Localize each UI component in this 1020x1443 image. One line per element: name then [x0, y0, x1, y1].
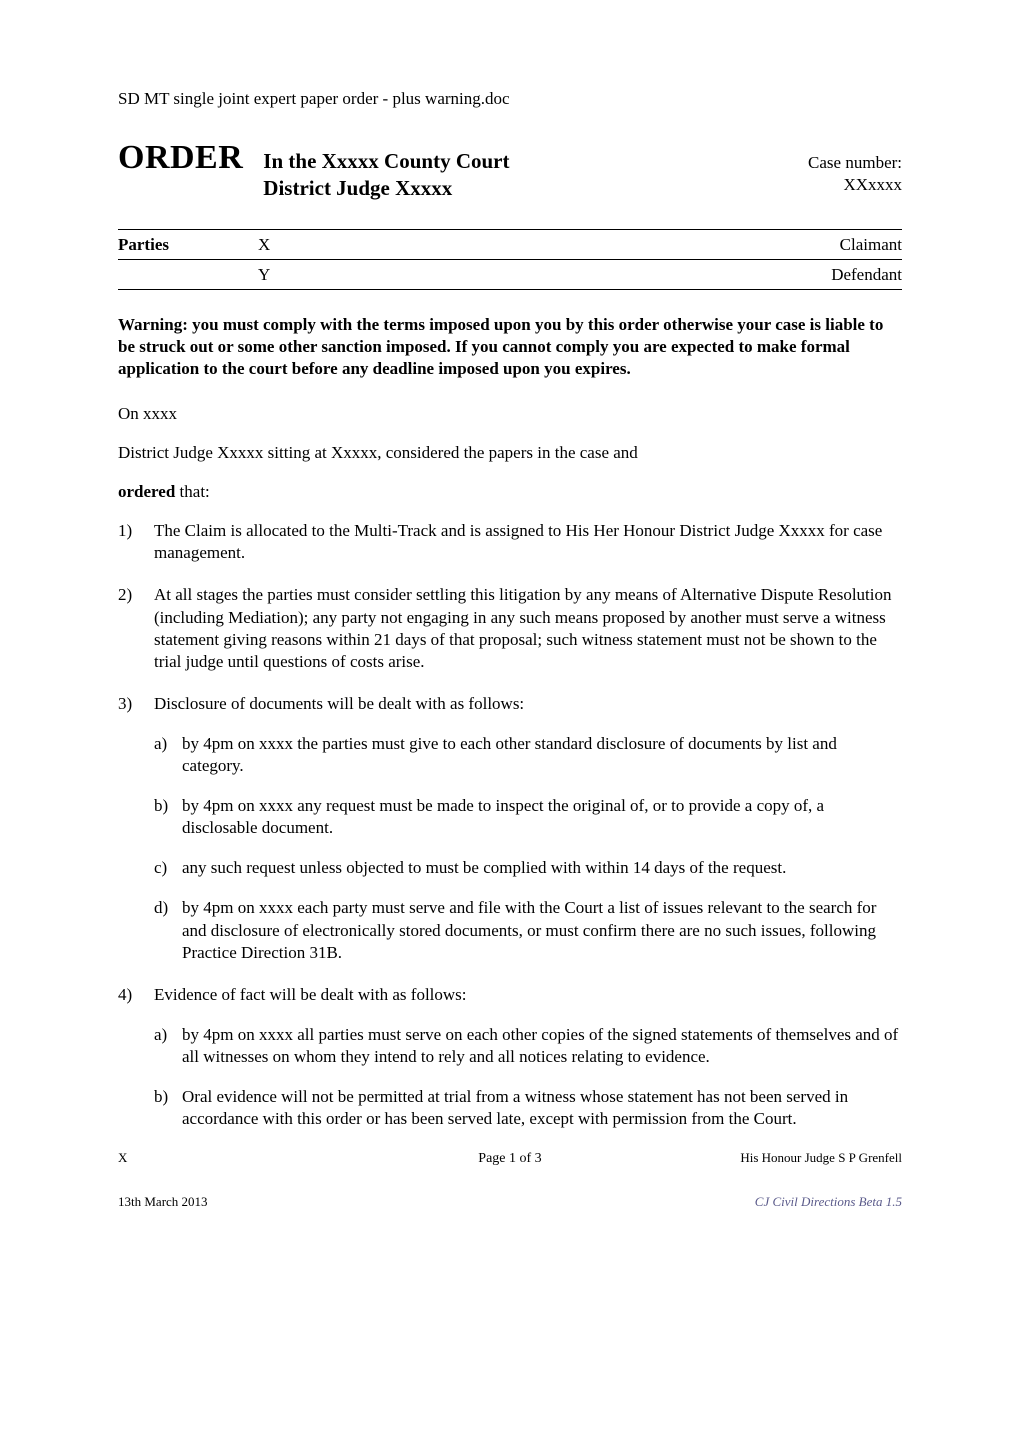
sub-list: by 4pm on xxxx all parties must serve on…	[154, 1024, 902, 1130]
ordered-list: The Claim is allocated to the Multi-Trac…	[118, 520, 902, 1130]
order-left: ORDER In the Xxxxx County Court District…	[118, 137, 509, 201]
parties-label: Parties	[118, 229, 258, 259]
list-item: any such request unless objected to must…	[154, 857, 902, 879]
footer-date: 13th March 2013	[118, 1194, 208, 1210]
considered-line: District Judge Xxxxx sitting at Xxxxx, c…	[118, 442, 902, 463]
item-lead: Disclosure of documents will be dealt wi…	[154, 694, 524, 713]
party-code: X	[258, 229, 722, 259]
footer-page: Page 1 of 3	[478, 1150, 541, 1168]
sub-list: by 4pm on xxxx the parties must give to …	[154, 733, 902, 964]
list-item: Evidence of fact will be dealt with as f…	[118, 984, 902, 1130]
warning-paragraph: Warning: you must comply with the terms …	[118, 314, 902, 380]
on-date-line: On xxxx	[118, 403, 902, 424]
list-item: by 4pm on xxxx all parties must serve on…	[154, 1024, 902, 1068]
file-path: SD MT single joint expert paper order - …	[118, 88, 902, 109]
case-number-value: XXxxxx	[808, 174, 902, 195]
list-item: by 4pm on xxxx any request must be made …	[154, 795, 902, 839]
case-number-block: Case number: XXxxxx	[808, 152, 902, 195]
list-item: The Claim is allocated to the Multi-Trac…	[118, 520, 902, 564]
ordered-line: ordered that:	[118, 481, 902, 502]
list-item: Oral evidence will not be permitted at t…	[154, 1086, 902, 1130]
empty-cell	[118, 260, 258, 290]
court-lines: In the Xxxxx County Court District Judge…	[263, 148, 509, 201]
court-line-2: District Judge Xxxxx	[263, 175, 509, 201]
ordered-word: ordered	[118, 482, 175, 501]
footer-left: X	[118, 1150, 127, 1166]
table-row: Y Defendant	[118, 260, 902, 290]
footer-right: His Honour Judge S P Grenfell	[740, 1150, 902, 1166]
party-role: Claimant	[722, 229, 902, 259]
table-row: Parties X Claimant	[118, 229, 902, 259]
list-item: by 4pm on xxxx the parties must give to …	[154, 733, 902, 777]
list-item: At all stages the parties must consider …	[118, 584, 902, 672]
item-lead: Evidence of fact will be dealt with as f…	[154, 985, 467, 1004]
party-role: Defendant	[722, 260, 902, 290]
ordered-suffix: that:	[175, 482, 209, 501]
court-line-1: In the Xxxxx County Court	[263, 148, 509, 174]
list-item: Disclosure of documents will be dealt wi…	[118, 693, 902, 964]
case-number-label: Case number:	[808, 152, 902, 173]
parties-table: Parties X Claimant Y Defendant	[118, 229, 902, 291]
order-word: ORDER	[118, 137, 243, 180]
list-item: by 4pm on xxxx each party must serve and…	[154, 897, 902, 963]
order-header: ORDER In the Xxxxx County Court District…	[118, 137, 902, 201]
footer-line-1: X Page 1 of 3 His Honour Judge S P Grenf…	[118, 1150, 902, 1166]
footer-version: CJ Civil Directions Beta 1.5	[755, 1194, 902, 1210]
party-code: Y	[258, 260, 722, 290]
footer-line-2: 13th March 2013 CJ Civil Directions Beta…	[118, 1194, 902, 1210]
